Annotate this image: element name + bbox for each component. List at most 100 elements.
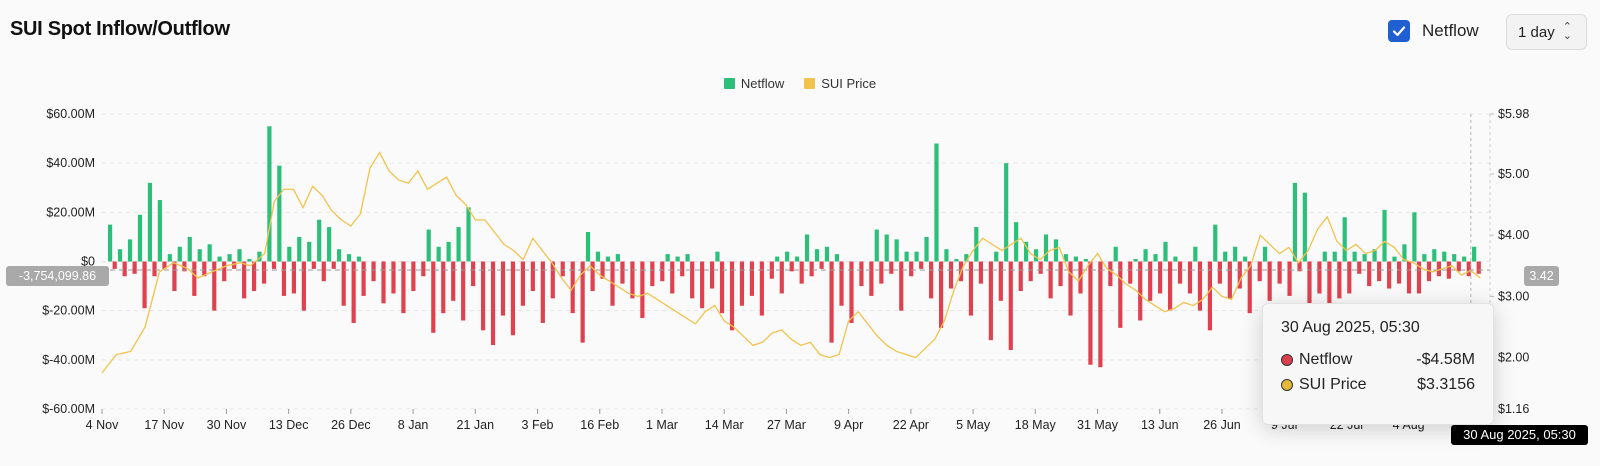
netflow-bar-negative	[719, 261, 725, 314]
y-right-tick-label: $1.16	[1498, 402, 1529, 416]
netflow-bar-positive	[1153, 254, 1158, 262]
netflow-bar-negative	[1197, 261, 1203, 311]
netflow-bar-positive	[775, 256, 780, 262]
netflow-bar-negative	[222, 261, 227, 282]
netflow-bar-negative	[879, 261, 884, 284]
netflow-bar-negative	[1128, 261, 1133, 284]
x-tick-label: 8 Jan	[398, 418, 429, 432]
chart-legend: Netflow SUI Price	[0, 76, 1600, 91]
netflow-bar-negative	[331, 261, 336, 269]
netflow-bar-negative	[1277, 261, 1282, 284]
netflow-bar-negative	[729, 261, 735, 331]
netflow-bar-positive	[267, 126, 272, 262]
netflow-bar-positive	[934, 143, 939, 262]
netflow-bar-negative	[968, 261, 974, 316]
netflow-bar-positive	[795, 256, 800, 262]
interval-select[interactable]: 1 day ⌃ ⌄	[1506, 14, 1587, 50]
netflow-bar-positive	[446, 241, 451, 262]
x-tick-label: 1 Mar	[646, 418, 678, 432]
netflow-bar-negative	[739, 261, 745, 306]
y-right-tick-label: $4.00	[1498, 228, 1529, 242]
netflow-bar-positive	[884, 234, 889, 262]
x-tick-label: 4 Nov	[86, 418, 119, 432]
netflow-bar-negative	[490, 261, 496, 346]
netflow-bar-positive	[247, 259, 252, 262]
x-tick-label: 30 Nov	[207, 418, 247, 432]
netflow-bar-negative	[1138, 261, 1143, 321]
x-tick-label: 18 May	[1015, 418, 1057, 432]
netflow-bar-negative	[988, 261, 993, 341]
netflow-bar-positive	[197, 249, 202, 262]
netflow-bar-positive	[615, 254, 620, 262]
netflow-bar-negative	[480, 261, 486, 331]
netflow-bar-positive	[944, 249, 949, 262]
netflow-bar-positive	[1422, 254, 1427, 262]
x-tick-label: 22 Apr	[893, 418, 929, 432]
netflow-bar-negative	[749, 261, 754, 296]
netflow-bar-negative	[859, 261, 864, 287]
netflow-bar-negative	[1088, 261, 1093, 365]
netflow-bar-positive	[108, 224, 113, 262]
netflow-bar-positive	[277, 165, 282, 262]
netflow-bar-positive	[605, 256, 611, 262]
netflow-bar-negative	[1187, 261, 1193, 294]
netflow-bar-positive	[1163, 241, 1168, 262]
netflow-bar-negative	[1446, 261, 1451, 279]
netflow-bar-positive	[1173, 256, 1178, 262]
netflow-bar-negative	[839, 261, 844, 306]
netflow-bar-positive	[675, 256, 680, 262]
netflow-bar-positive	[1213, 224, 1218, 262]
netflow-bar-positive	[964, 254, 969, 262]
netflow-bar-negative	[829, 261, 834, 343]
y-left-tick-label: $60.00M	[46, 107, 95, 121]
netflow-bar-positive	[127, 239, 133, 262]
netflow-bar-positive	[137, 214, 143, 262]
netflow-bar-positive	[994, 251, 999, 262]
netflow-bar-negative	[938, 261, 944, 328]
netflow-bar-positive	[804, 234, 810, 262]
netflow-bar-positive	[974, 227, 979, 262]
netflow-bar-negative	[1357, 261, 1362, 274]
netflow-bar-positive	[914, 251, 919, 262]
netflow-bar-negative	[281, 261, 287, 296]
netflow-checkbox[interactable]	[1388, 20, 1410, 42]
netflow-bar-positive	[287, 246, 292, 262]
netflow-bar-negative	[1257, 261, 1262, 282]
netflow-bar-positive	[585, 232, 591, 262]
netflow-bar-positive	[1063, 254, 1069, 262]
netflow-bar-positive	[715, 251, 720, 262]
tooltip-row-price: SUI Price $3.3156	[1281, 376, 1475, 394]
netflow-bar-positive	[1302, 192, 1307, 262]
netflow-bar-positive	[1223, 251, 1228, 262]
price-line	[101, 151, 1481, 374]
legend-item-netflow[interactable]: Netflow	[723, 76, 784, 91]
netflow-bar-negative	[620, 261, 625, 284]
netflow-bar-positive	[346, 254, 352, 262]
netflow-bar-negative	[411, 261, 416, 291]
netflow-bar-negative	[202, 261, 207, 277]
netflow-bar-negative	[1018, 261, 1023, 291]
netflow-bar-positive	[207, 244, 212, 262]
netflow-bar-negative	[580, 261, 585, 343]
netflow-bar-negative	[471, 261, 476, 287]
netflow-bar-negative	[361, 261, 366, 296]
netflow-bar-positive	[1402, 244, 1407, 262]
netflow-bar-negative	[510, 261, 516, 336]
legend-item-price[interactable]: SUI Price	[804, 76, 876, 91]
netflow-toggle-label: Netflow	[1422, 21, 1479, 40]
netflow-toggle[interactable]: Netflow	[1388, 20, 1479, 42]
netflow-bar-positive	[1053, 239, 1059, 262]
chart-tooltip: 30 Aug 2025, 05:30 Netflow -$4.58M SUI P…	[1262, 303, 1494, 425]
netflow-bar-negative	[500, 261, 506, 316]
netflow-bar-positive	[894, 239, 899, 262]
netflow-bar-negative	[600, 261, 605, 279]
netflow-bar-positive	[824, 246, 830, 262]
netflow-bar-positive	[1412, 212, 1417, 262]
netflow-bar-negative	[152, 261, 157, 277]
netflow-bar-negative	[650, 261, 655, 287]
netflow-bar-negative	[182, 261, 187, 272]
netflow-bar-negative	[630, 261, 635, 299]
x-tick-label: 17 Nov	[144, 418, 184, 432]
netflow-bar-positive	[456, 227, 461, 262]
